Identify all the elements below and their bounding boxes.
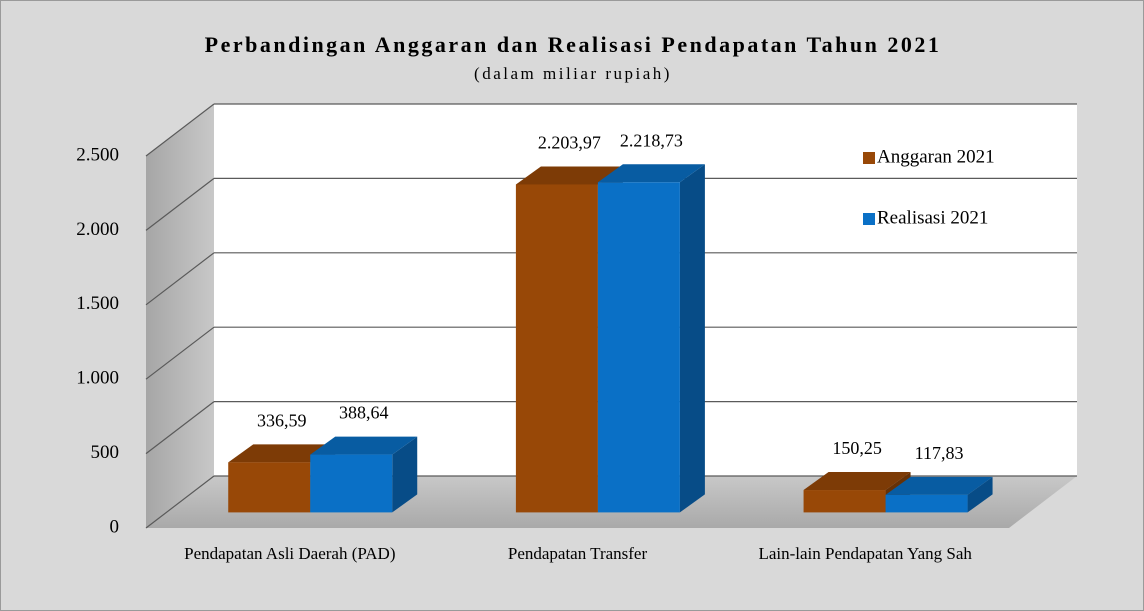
x-tick-label: Pendapatan Transfer [507, 544, 648, 563]
value-label: 388,64 [339, 403, 389, 423]
y-tick-label: 2.500 [76, 144, 119, 165]
grid-line-side [145, 475, 215, 529]
bar [885, 494, 968, 513]
bar-top [310, 436, 418, 455]
bar [228, 462, 311, 513]
y-tick-label: 2.000 [76, 219, 119, 240]
x-tick-label: Pendapatan Asli Daerah (PAD) [184, 544, 396, 563]
chart-title: Perbandingan Anggaran dan Realisasi Pend… [205, 32, 942, 57]
bar [310, 454, 393, 513]
chart-subtitle: (dalam miliar rupiah) [474, 64, 672, 83]
legend-label: Anggaran 2021 [877, 146, 995, 167]
legend-label: Realisasi 2021 [877, 207, 988, 228]
bar [515, 184, 598, 513]
y-tick-label: 0 [110, 516, 120, 537]
bar-top [885, 476, 993, 495]
x-tick-label: Lain-lain Pendapatan Yang Sah [758, 544, 972, 563]
grid-line-side [145, 401, 215, 455]
grid-line-side [145, 252, 215, 306]
y-tick-label: 1.500 [76, 293, 119, 314]
y-tick-label: 1.000 [76, 368, 119, 389]
bar-side [392, 436, 418, 513]
bar-side [967, 476, 993, 513]
value-label: 336,59 [257, 410, 307, 430]
legend-marker [863, 152, 875, 164]
bar-top [597, 164, 705, 183]
value-label: 150,25 [832, 438, 882, 458]
legend-marker [863, 213, 875, 225]
bar-side [679, 164, 705, 513]
value-label: 117,83 [915, 443, 964, 463]
grid-line-side [145, 177, 215, 231]
bar-top [228, 444, 336, 463]
bar-top [803, 472, 911, 491]
side-wall [146, 104, 214, 528]
grid-line-side [145, 103, 215, 157]
grid-line-side [145, 326, 215, 380]
value-label: 2.218,73 [620, 130, 683, 150]
bar [597, 182, 680, 513]
bar [803, 490, 886, 513]
bar-top [515, 166, 623, 185]
value-label: 2.203,97 [538, 133, 601, 153]
y-tick-label: 500 [91, 442, 120, 463]
